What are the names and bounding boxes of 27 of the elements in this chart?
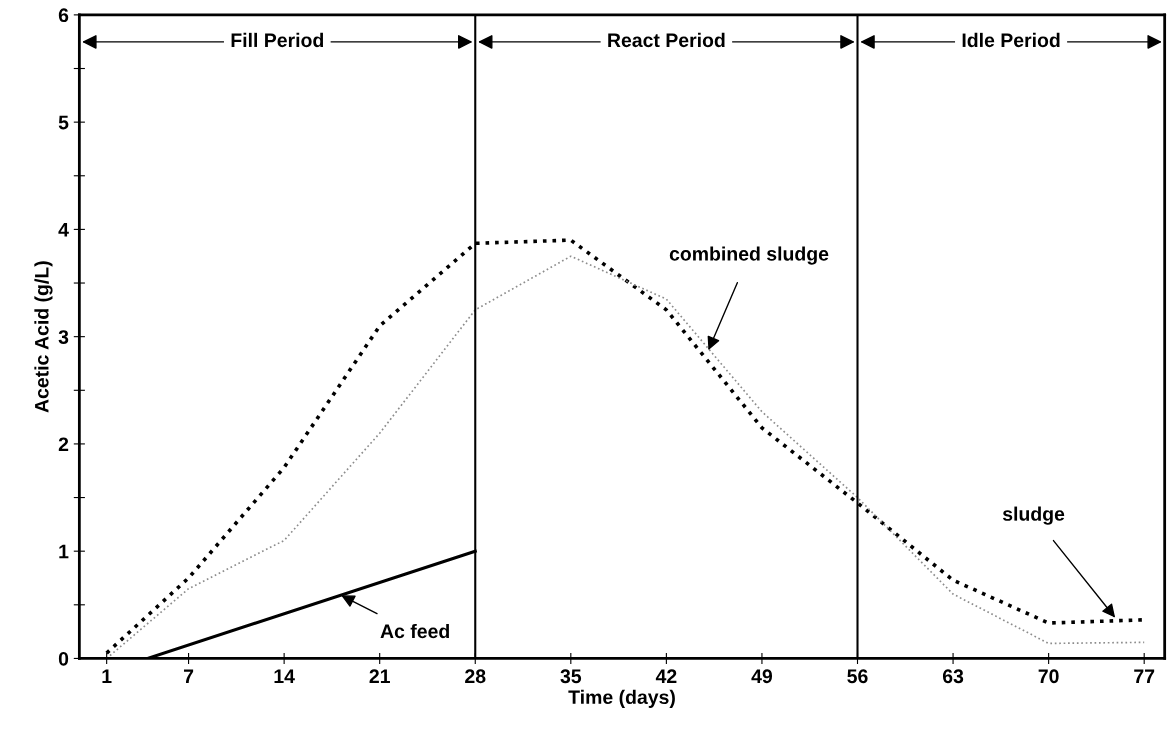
y-axis-title: Acetic Acid (g/L) [34, 261, 53, 413]
x-axis-title: Time (days) [568, 689, 675, 708]
x-tick-label: 1 [102, 669, 112, 683]
y-tick-label: 2 [58, 437, 69, 451]
x-tick-label: 70 [1038, 669, 1059, 684]
annotation: React Period [608, 32, 725, 48]
x-tick-label: 14 [274, 669, 295, 683]
x-tick-label: 49 [751, 669, 773, 684]
y-tick-label: 6 [58, 8, 69, 23]
y-tick-label: 5 [58, 115, 69, 130]
annotation: sludge [1002, 506, 1065, 525]
y-tick-label: 0 [58, 651, 69, 666]
x-tick-label: 42 [655, 669, 677, 683]
x-tick-label: 63 [942, 669, 964, 684]
y-tick-label: 3 [58, 330, 69, 344]
x-tick-label: 56 [847, 669, 868, 684]
x-tick-label: 21 [369, 669, 390, 683]
x-tick-label: 7 [184, 669, 194, 683]
y-tick-label: 4 [58, 223, 69, 237]
annotation: combined sludge [669, 246, 829, 265]
annotation: Idle Period [962, 32, 1060, 48]
x-tick-label: 28 [465, 669, 486, 684]
x-tick-label: 35 [560, 669, 582, 684]
y-tick-label: 1 [59, 544, 69, 559]
annotation: Fill Period [231, 32, 324, 48]
annotation: Ac feed [380, 623, 449, 639]
x-tick-label: 77 [1134, 669, 1155, 683]
